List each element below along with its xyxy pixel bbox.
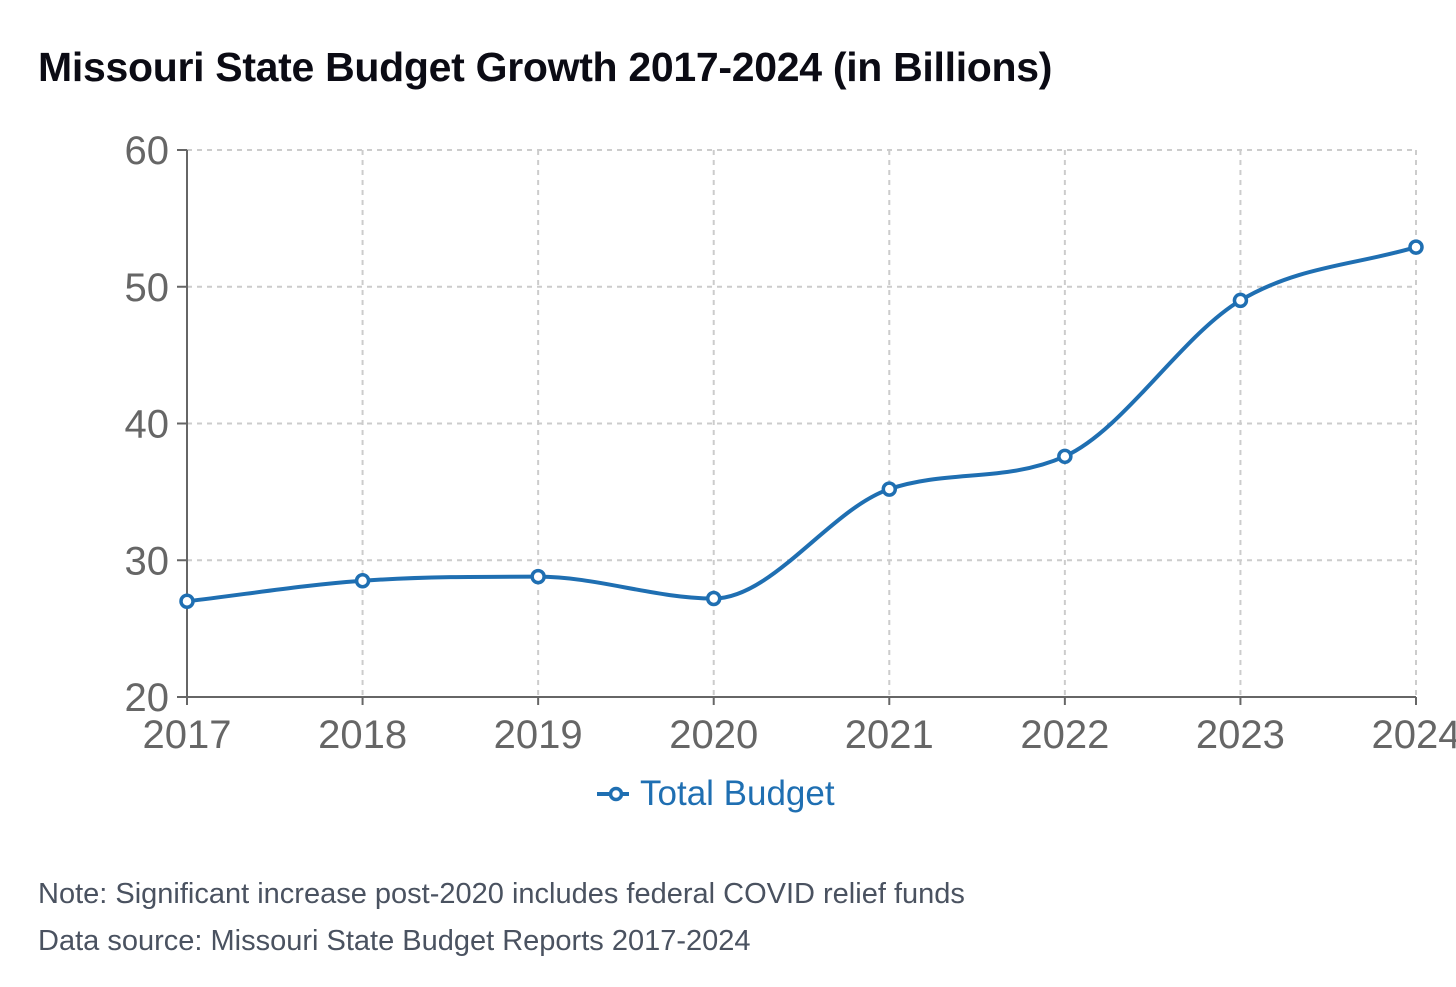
data-point xyxy=(179,593,195,610)
data-point xyxy=(1232,292,1249,309)
data-point xyxy=(530,568,546,585)
grid xyxy=(186,149,1417,697)
y-tick-label: 50 xyxy=(125,266,170,310)
x-tick-label: 2024 xyxy=(1372,713,1456,757)
x-tick-label: 2019 xyxy=(494,713,583,757)
y-tick-label: 40 xyxy=(125,403,170,447)
legend[interactable]: Total Budget xyxy=(596,774,835,814)
x-tick-label: 2020 xyxy=(669,713,758,757)
data-point xyxy=(354,573,371,589)
series-line-total-budget xyxy=(186,245,1417,604)
y-tick-label: 30 xyxy=(125,539,170,583)
x-tick-label: 2022 xyxy=(1020,713,1109,757)
chart-title: Missouri State Budget Growth 2017-2024 (… xyxy=(38,44,1053,90)
legend-line-marker-icon xyxy=(597,786,629,802)
tick-labels: 20 30 40 50 60 2017 2018 2019 2020 2021 2022 2023 20… xyxy=(125,129,1456,757)
data-points xyxy=(179,239,1424,610)
data-point xyxy=(881,481,898,497)
data-point xyxy=(1408,239,1424,255)
legend-label: Total Budget xyxy=(640,774,835,813)
x-tick-label: 2017 xyxy=(143,713,232,757)
data-point xyxy=(1057,448,1073,465)
data-point xyxy=(705,590,722,607)
x-tick-label: 2018 xyxy=(318,713,407,757)
x-tick-label: 2023 xyxy=(1196,713,1285,757)
chart-note: Note: Significant increase post-2020 inc… xyxy=(38,878,965,910)
x-tick-label: 2021 xyxy=(845,713,934,757)
y-tick-label: 20 xyxy=(125,676,170,720)
line-chart: 20 30 40 50 60 2017 2018 2019 2020 2021 2022 2023 20… xyxy=(125,129,1456,757)
y-tick-label: 60 xyxy=(125,129,170,173)
data-source: Data source: Missouri State Budget Repor… xyxy=(38,925,751,957)
